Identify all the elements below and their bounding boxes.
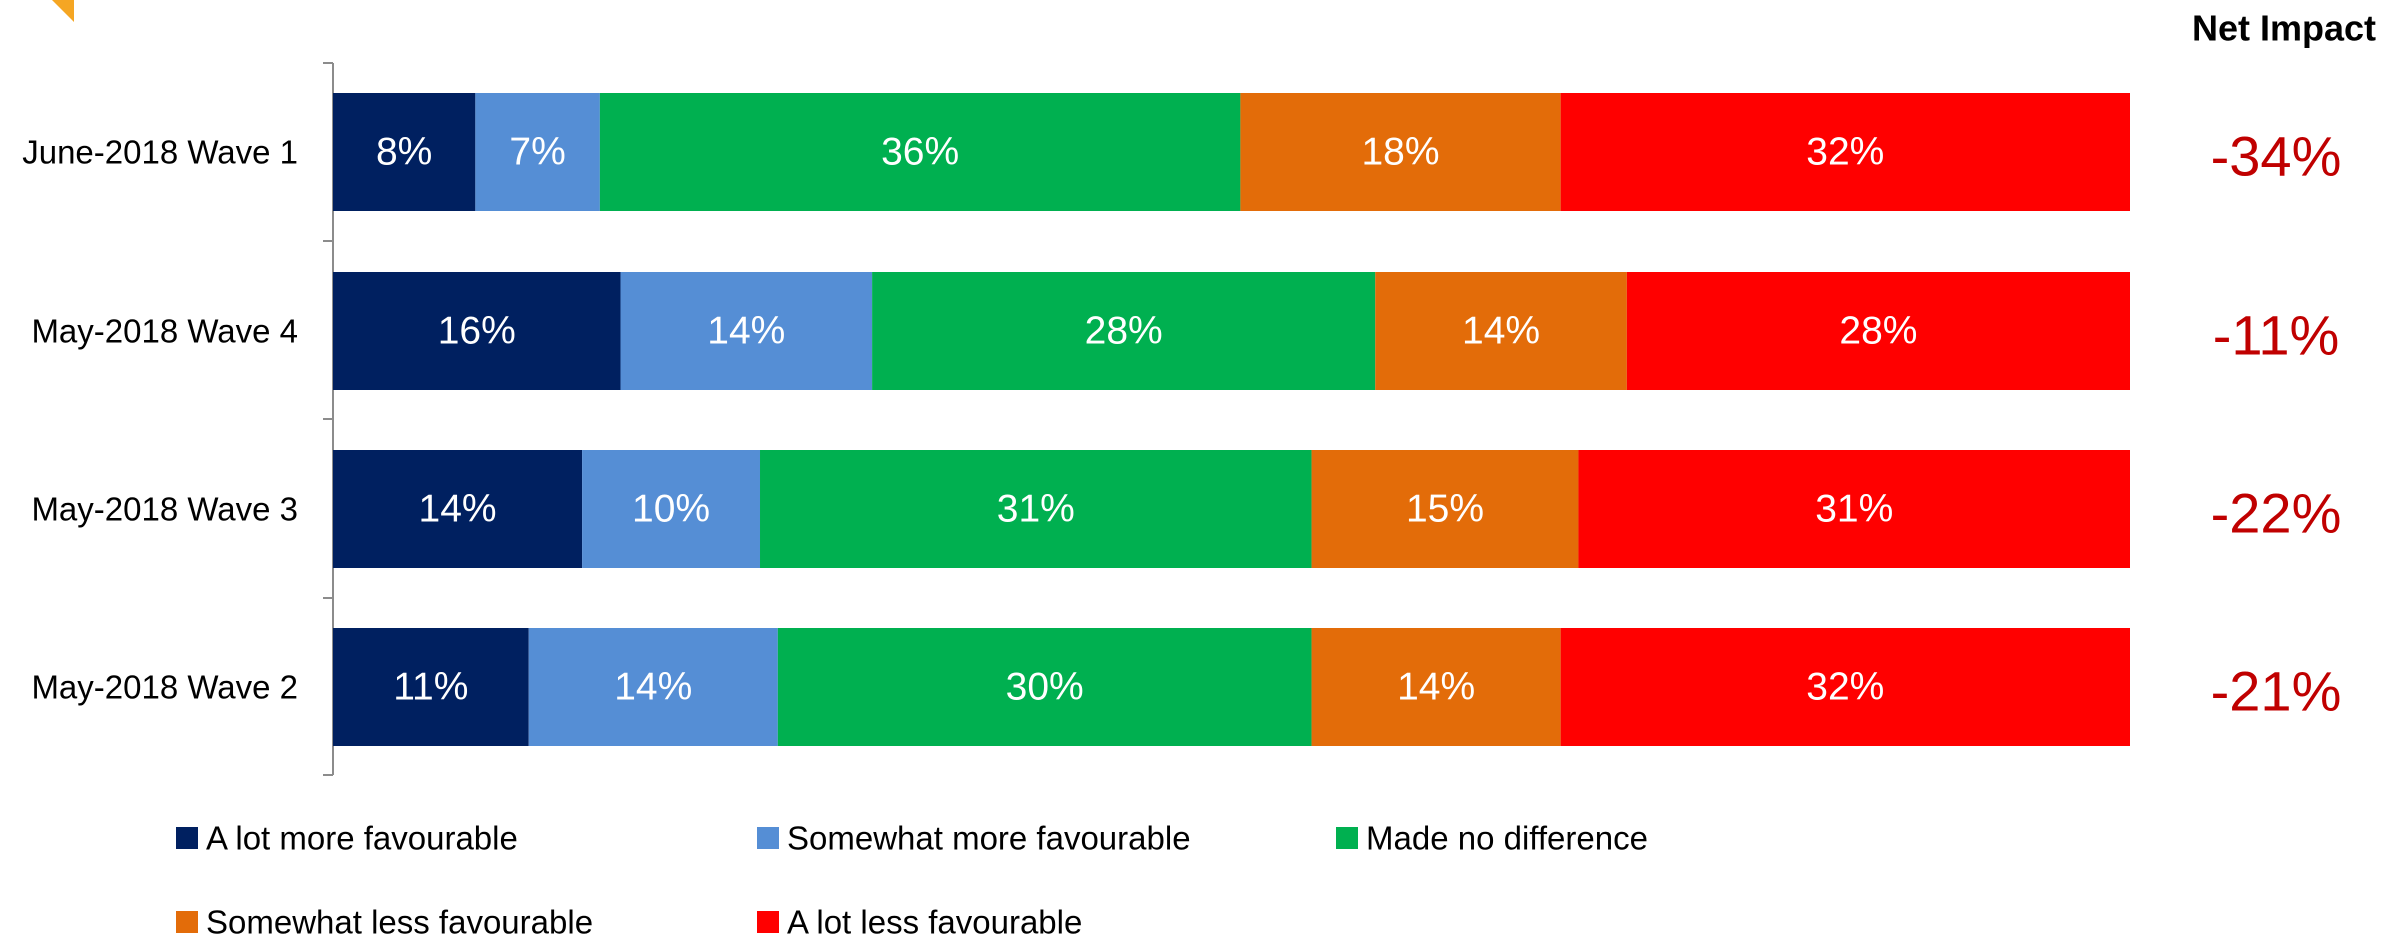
net-impact-value: -34%: [2211, 125, 2342, 188]
data-label: 32%: [1806, 131, 1884, 174]
data-label: 28%: [1839, 310, 1917, 353]
data-label: 8%: [376, 131, 432, 174]
legend-swatch: [176, 827, 198, 849]
bar-segment: [620, 272, 873, 390]
data-label: 32%: [1806, 666, 1884, 709]
category-label: May-2018 Wave 4: [31, 313, 298, 350]
legend-label: Somewhat more favourable: [787, 820, 1191, 857]
bar-segment: [599, 93, 1241, 211]
data-label: 11%: [393, 666, 468, 709]
data-label: 18%: [1361, 131, 1439, 174]
bar-segment: [1240, 93, 1561, 211]
bar-segment: [777, 628, 1312, 746]
bar-segment: [333, 272, 621, 390]
data-label: 14%: [1462, 310, 1540, 353]
net-impact-heading: Net Impact: [2192, 8, 2376, 49]
data-label: 10%: [632, 488, 710, 531]
legend-label: Somewhat less favourable: [206, 904, 593, 936]
legend-label: A lot less favourable: [787, 904, 1082, 936]
corner-accent-mark: [52, 0, 74, 22]
data-label: 14%: [614, 666, 692, 709]
legend-label: A lot more favourable: [206, 820, 518, 857]
category-label: May-2018 Wave 2: [31, 669, 298, 706]
data-label: 16%: [438, 310, 516, 353]
net-impact-column: -34% -11% -22% -21% Net Impact: [2192, 8, 2376, 723]
category-label: May-2018 Wave 3: [31, 491, 298, 528]
bar-segment: [1560, 93, 2130, 211]
net-impact-value: -22%: [2211, 482, 2342, 545]
bar-segment: [333, 450, 583, 568]
category-label: June-2018 Wave 1: [22, 134, 298, 171]
legend-swatch: [1336, 827, 1358, 849]
data-label: 7%: [509, 131, 565, 174]
data-label: 14%: [1397, 666, 1475, 709]
data-label: 31%: [1815, 488, 1893, 531]
bar-segment: [1578, 450, 2130, 568]
net-impact-value: -11%: [2213, 304, 2340, 367]
bar-segment: [333, 93, 476, 211]
bar-segment: [1311, 450, 1579, 568]
data-label: 36%: [881, 131, 959, 174]
data-label: 14%: [707, 310, 785, 353]
data-label: 15%: [1406, 488, 1484, 531]
bar-segment: [1560, 628, 2130, 746]
legend-label: Made no difference: [1366, 820, 1648, 857]
bar-segment: [1626, 272, 2130, 390]
bar-segment: [1375, 272, 1627, 390]
chart-labels-layer: June-2018 Wave 1 8% 7% 36% 18% 32% May-2018 Wa…: [22, 131, 1917, 709]
bar-segment: [1311, 628, 1561, 746]
chart-legend: A lot more favourable Somewhat more favou…: [176, 820, 1648, 936]
net-impact-value: -21%: [2211, 660, 2342, 723]
chart-axis-layer: [323, 62, 334, 776]
data-label: 14%: [419, 488, 497, 531]
data-label: 31%: [997, 488, 1075, 531]
bar-segment: [475, 93, 600, 211]
bar-segment: [582, 450, 761, 568]
bar-segment: [872, 272, 1376, 390]
legend-swatch: [757, 827, 779, 849]
bar-segment: [333, 628, 529, 746]
legend-swatch: [176, 911, 198, 933]
legend-swatch: [757, 911, 779, 933]
bar-segment: [528, 628, 778, 746]
data-label: 28%: [1085, 310, 1163, 353]
chart-bars-layer: [333, 93, 2130, 746]
data-label: 30%: [1006, 666, 1084, 709]
bar-segment: [760, 450, 1312, 568]
